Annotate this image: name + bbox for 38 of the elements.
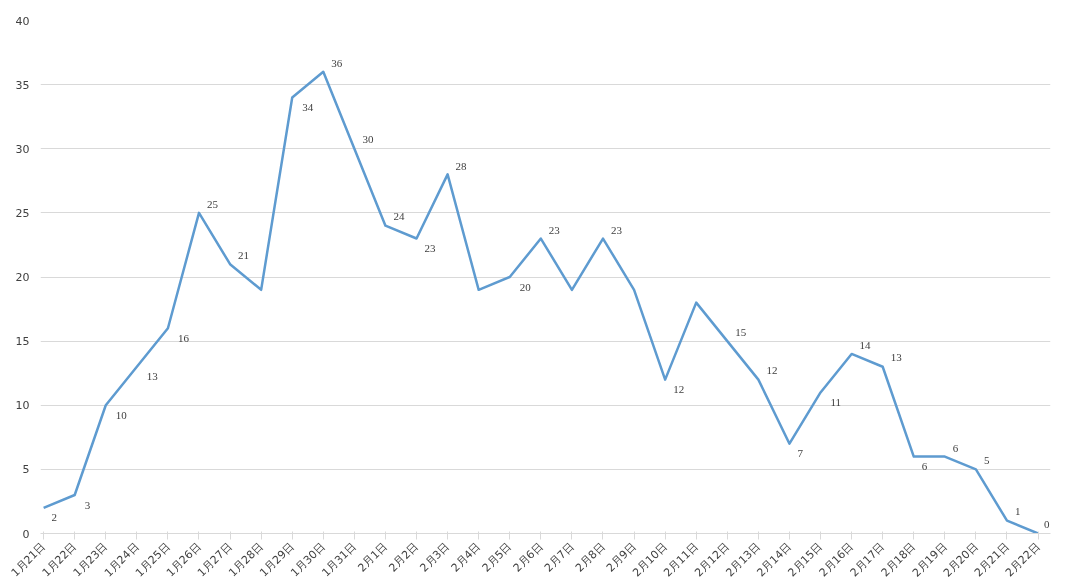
y-tick-label: 40 — [15, 14, 30, 28]
data-label: 16 — [177, 331, 190, 344]
data-label: 2 — [51, 511, 58, 524]
y-tick-label: 20 — [15, 271, 30, 284]
data-label: 11 — [830, 395, 842, 408]
y-tick-label: 15 — [15, 335, 30, 349]
data-label: 24 — [393, 210, 405, 223]
data-label: 34 — [302, 100, 314, 113]
data-label: 30 — [362, 133, 374, 146]
data-label: 36 — [331, 57, 343, 70]
data-label: 10 — [115, 408, 128, 421]
data-label: 15 — [735, 325, 747, 338]
data-label: 5 — [983, 453, 990, 466]
y-tick-label: 30 — [15, 142, 30, 156]
data-label: 23 — [610, 224, 623, 237]
data-label: 0 — [1044, 518, 1051, 530]
data-label: 13 — [146, 370, 159, 383]
y-tick-label: 25 — [15, 206, 30, 220]
y-tick-label: 0 — [22, 527, 30, 541]
data-label: 23 — [548, 224, 561, 237]
y-tick-label: 10 — [15, 399, 30, 413]
data-label: 1 — [1014, 505, 1021, 518]
data-label: 7 — [797, 447, 804, 460]
y-tick-label: 5 — [22, 463, 30, 477]
data-label: 28 — [455, 159, 468, 172]
data-label: 23 — [424, 242, 437, 255]
data-label: 21 — [238, 248, 250, 261]
y-tick-label: 35 — [15, 78, 30, 92]
line-series — [42, 70, 1040, 534]
data-label: 25 — [206, 198, 219, 211]
data-label: 12 — [673, 383, 685, 396]
data-label: 12 — [766, 364, 778, 377]
data-label: 6 — [921, 460, 928, 473]
data-label: 13 — [890, 351, 903, 364]
data-label: 6 — [952, 442, 959, 455]
data-label: 3 — [84, 498, 91, 511]
data-label: 20 — [519, 280, 532, 293]
data-label: 14 — [859, 339, 872, 352]
